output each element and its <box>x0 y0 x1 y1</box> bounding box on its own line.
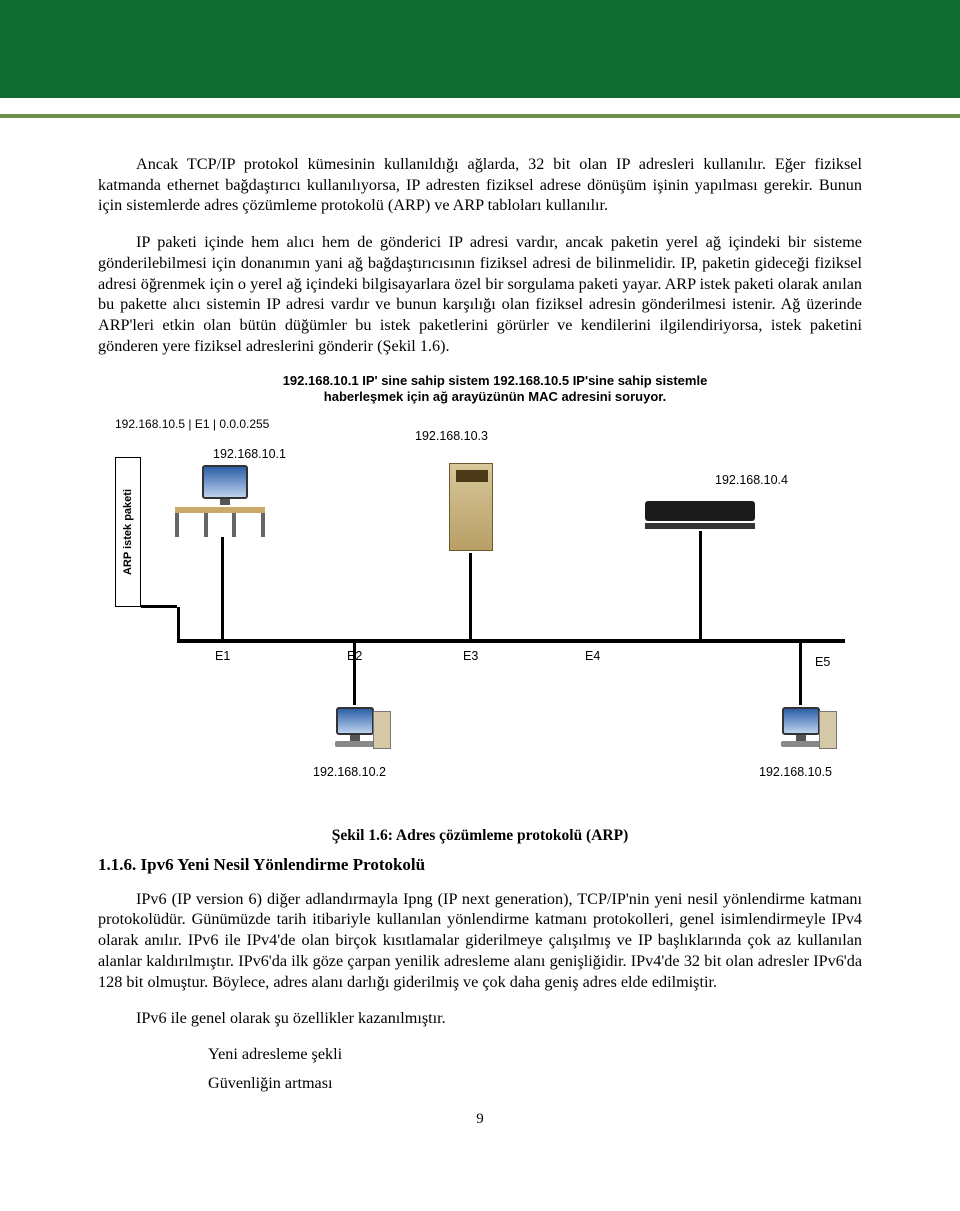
section-heading: 1.1.6. Ipv6 Yeni Nesil Yönlendirme Proto… <box>98 855 862 875</box>
diagram-title: 192.168.10.1 IP' sine sahip sistem 192.1… <box>275 373 715 406</box>
bus-line <box>177 639 845 643</box>
arp-diagram: 192.168.10.1 IP' sine sahip sistem 192.1… <box>115 373 845 813</box>
figure-caption: Şekil 1.6: Adres çözümleme protokolü (AR… <box>98 827 862 845</box>
drop-e5 <box>799 641 802 705</box>
port-e2: E2 <box>347 649 362 663</box>
ip-host-2: 192.168.10.2 <box>313 765 386 779</box>
header-band <box>0 0 960 98</box>
page-number: 9 <box>98 1111 862 1128</box>
arp-packet-box: ARP istek paketi <box>115 457 141 607</box>
paragraph-4: IPv6 ile genel olarak şu özellikler kaza… <box>98 1008 862 1029</box>
ip-host-5: 192.168.10.5 <box>759 765 832 779</box>
diagram-top-labels: 192.168.10.5 | E1 | 0.0.0.255 <box>115 417 269 432</box>
bullet-1: Yeni adresleme şekli <box>208 1045 862 1064</box>
drop-e1 <box>221 537 224 639</box>
ip-host-1: 192.168.10.1 <box>213 447 286 461</box>
port-e1: E1 <box>215 649 230 663</box>
ip-host-4: 192.168.10.4 <box>715 473 788 487</box>
drop-arp <box>177 607 180 641</box>
figure-1-6: 192.168.10.1 IP' sine sahip sistem 192.1… <box>98 373 862 813</box>
drop-e4 <box>699 531 702 639</box>
drop-e3 <box>469 553 472 639</box>
arp-packet-label: ARP istek paketi <box>122 489 134 575</box>
host-2-pc <box>321 707 389 747</box>
paragraph-1: Ancak TCP/IP protokol kümesinin kullanıl… <box>98 154 862 216</box>
port-e4: E4 <box>585 649 600 663</box>
bullet-2: Güvenliğin artması <box>208 1074 862 1093</box>
paragraph-2: IP paketi içinde hem alıcı hem de gönder… <box>98 232 862 356</box>
host-5-pc <box>767 707 835 747</box>
host-4-router <box>645 501 755 529</box>
port-e5: E5 <box>815 655 830 669</box>
host-1-workstation <box>175 465 275 537</box>
paragraph-3: IPv6 (IP version 6) diğer adlandırmayla … <box>98 889 862 993</box>
page-content: Ancak TCP/IP protokol kümesinin kullanıl… <box>0 118 960 1148</box>
ip-host-3: 192.168.10.3 <box>415 429 488 443</box>
port-e3: E3 <box>463 649 478 663</box>
host-3-server <box>435 463 507 551</box>
arp-connector <box>141 605 177 608</box>
